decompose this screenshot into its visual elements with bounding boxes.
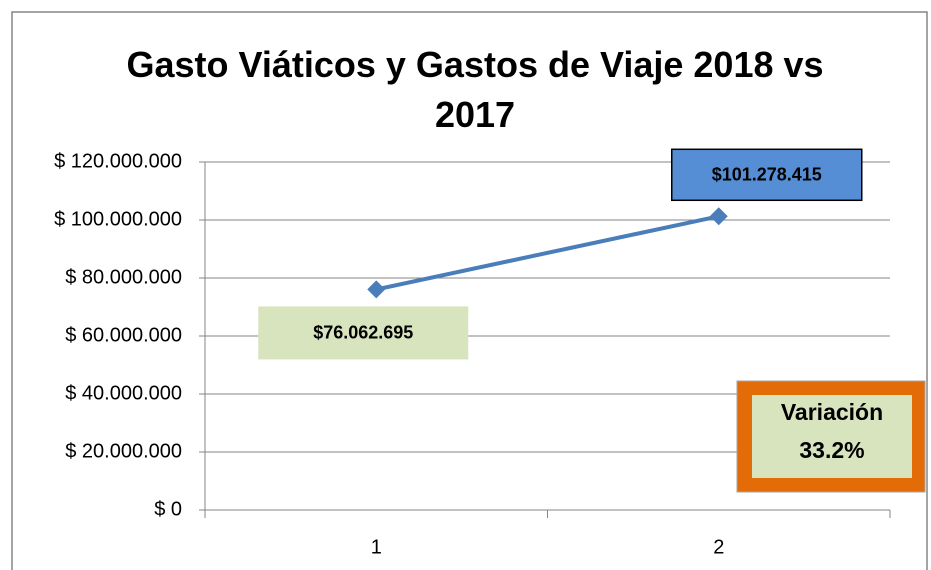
y-tick-label: $ 120.000.000 <box>54 150 182 172</box>
annotation-box <box>752 395 912 478</box>
label-box <box>258 306 469 360</box>
data-label: $76.062.695 <box>313 323 413 343</box>
y-tick-label: $ 100.000.000 <box>54 208 182 230</box>
annotation-text: 33.2% <box>799 437 864 463</box>
y-tick-label: $ 0 <box>154 498 182 520</box>
x-tick-label: 2 <box>713 536 724 558</box>
data-label: $101.278.415 <box>712 165 822 185</box>
marker <box>367 280 386 299</box>
marker <box>709 207 728 226</box>
y-tick-label: $ 20.000.000 <box>65 440 182 462</box>
label-box <box>671 148 863 202</box>
line <box>375 214 720 292</box>
y-tick-label: $ 40.000.000 <box>65 382 182 404</box>
y-tick-label: $ 80.000.000 <box>65 266 182 288</box>
y-tick-label: $ 60.000.000 <box>65 324 182 346</box>
x-tick-label: 1 <box>371 536 382 558</box>
chart-title: Gasto Viáticos y Gastos de Viaje 2018 vs… <box>126 44 824 135</box>
annotation-text: Variación <box>781 399 883 425</box>
